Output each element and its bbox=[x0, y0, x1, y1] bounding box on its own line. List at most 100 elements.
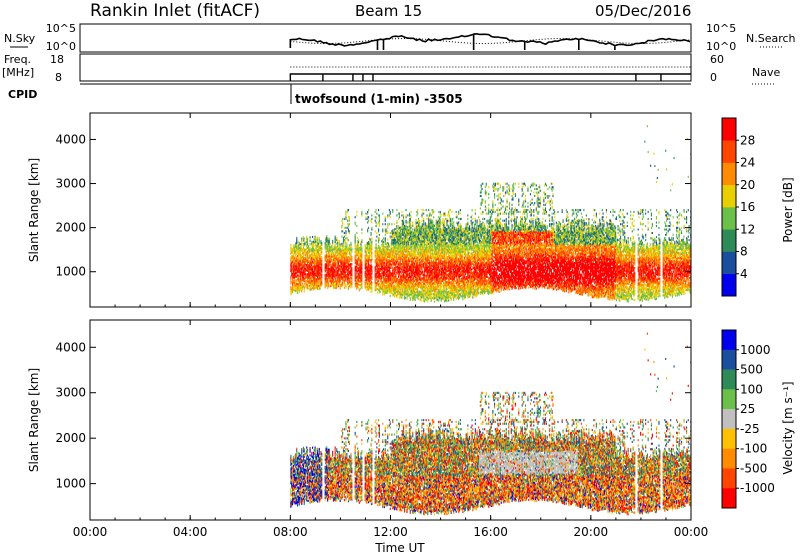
power-cell bbox=[339, 240, 340, 242]
power-cell bbox=[361, 253, 362, 255]
power-cell bbox=[329, 252, 330, 254]
power-cell bbox=[292, 284, 293, 286]
power-cell bbox=[351, 260, 352, 262]
power-cell bbox=[347, 220, 348, 222]
power-cell bbox=[361, 262, 362, 264]
power-cell bbox=[290, 279, 291, 281]
power-cell bbox=[337, 240, 338, 242]
power-cell bbox=[375, 270, 376, 272]
power-cell bbox=[392, 266, 393, 268]
power-cell bbox=[355, 216, 356, 218]
power-cell bbox=[361, 267, 362, 269]
power-cell bbox=[412, 223, 413, 225]
power-cell bbox=[366, 216, 367, 218]
power-cell bbox=[371, 259, 372, 261]
power-cell bbox=[413, 260, 414, 262]
power-cell bbox=[371, 283, 372, 285]
power-cell bbox=[371, 214, 372, 216]
power-cell bbox=[335, 238, 336, 240]
power-cell bbox=[371, 237, 372, 239]
power-cell bbox=[317, 237, 318, 239]
power-cell bbox=[361, 273, 362, 275]
power-cell bbox=[396, 220, 397, 222]
power-cell bbox=[321, 244, 322, 246]
power-cell bbox=[345, 242, 346, 244]
cpid-label: CPID bbox=[8, 88, 37, 101]
power-cell bbox=[332, 240, 333, 242]
power-cell bbox=[419, 225, 420, 227]
power-cell bbox=[351, 272, 352, 274]
power-cell bbox=[406, 239, 407, 241]
power-cell bbox=[325, 286, 326, 288]
power-cell bbox=[345, 214, 346, 216]
power-cell bbox=[321, 242, 322, 244]
power-cell bbox=[295, 255, 296, 257]
power-cell bbox=[292, 291, 293, 293]
power-cell bbox=[423, 213, 424, 215]
power-cell bbox=[305, 243, 306, 245]
power-cell bbox=[301, 239, 302, 241]
power-cell bbox=[321, 249, 322, 251]
power-cell bbox=[416, 251, 417, 253]
power-cell bbox=[378, 230, 379, 232]
power-cell bbox=[315, 239, 316, 241]
power-cell bbox=[317, 240, 318, 242]
power-cell bbox=[333, 278, 334, 280]
power-cell bbox=[371, 220, 372, 222]
power-cell bbox=[411, 211, 412, 213]
power-cell bbox=[415, 241, 416, 243]
power-cell bbox=[307, 284, 308, 286]
power-cell bbox=[392, 209, 393, 211]
power-cell bbox=[407, 226, 408, 228]
power-cell bbox=[345, 240, 346, 242]
power-cell bbox=[306, 236, 307, 238]
power-cell bbox=[385, 216, 386, 218]
power-cell bbox=[396, 269, 397, 271]
power-cell bbox=[371, 276, 372, 278]
power-cell bbox=[385, 239, 386, 241]
power-cell bbox=[387, 225, 388, 227]
power-cell bbox=[419, 236, 420, 238]
power-cell bbox=[399, 213, 400, 215]
power-cell bbox=[335, 236, 336, 238]
power-cell bbox=[361, 282, 362, 284]
power-cell bbox=[344, 218, 345, 220]
power-cell bbox=[301, 243, 302, 245]
power-cell bbox=[414, 263, 415, 265]
power-cell bbox=[417, 213, 418, 215]
power-cell bbox=[355, 239, 356, 241]
power-cell bbox=[395, 228, 396, 230]
power-cell bbox=[379, 234, 380, 236]
power-cell bbox=[343, 242, 344, 244]
power-cell bbox=[380, 291, 381, 293]
power-cell bbox=[312, 236, 313, 238]
power-cell bbox=[293, 254, 294, 256]
power-cell bbox=[360, 243, 361, 245]
power-cell bbox=[402, 289, 403, 291]
power-cell bbox=[303, 275, 304, 277]
power-cell bbox=[332, 243, 333, 245]
power-cell bbox=[358, 287, 359, 289]
power-cell bbox=[302, 288, 303, 290]
power-cell bbox=[335, 277, 336, 279]
power-cell bbox=[370, 240, 371, 242]
power-cell bbox=[376, 245, 377, 247]
power-cell bbox=[349, 220, 350, 222]
power-cell bbox=[346, 254, 347, 256]
power-cell bbox=[420, 276, 421, 278]
power-cell bbox=[396, 222, 397, 224]
freq-trace bbox=[290, 74, 691, 81]
power-cell bbox=[321, 283, 322, 285]
power-cell bbox=[342, 222, 343, 224]
power-cell bbox=[356, 225, 357, 227]
power-cell bbox=[348, 276, 349, 278]
power-cell bbox=[351, 276, 352, 278]
power-cell bbox=[341, 220, 342, 222]
power-cell bbox=[385, 220, 386, 222]
power-cell bbox=[335, 261, 336, 263]
power-cell bbox=[414, 227, 415, 229]
power-cell bbox=[368, 209, 369, 211]
power-cell bbox=[343, 246, 344, 248]
power-cell bbox=[401, 226, 402, 228]
power-cell bbox=[421, 216, 422, 218]
